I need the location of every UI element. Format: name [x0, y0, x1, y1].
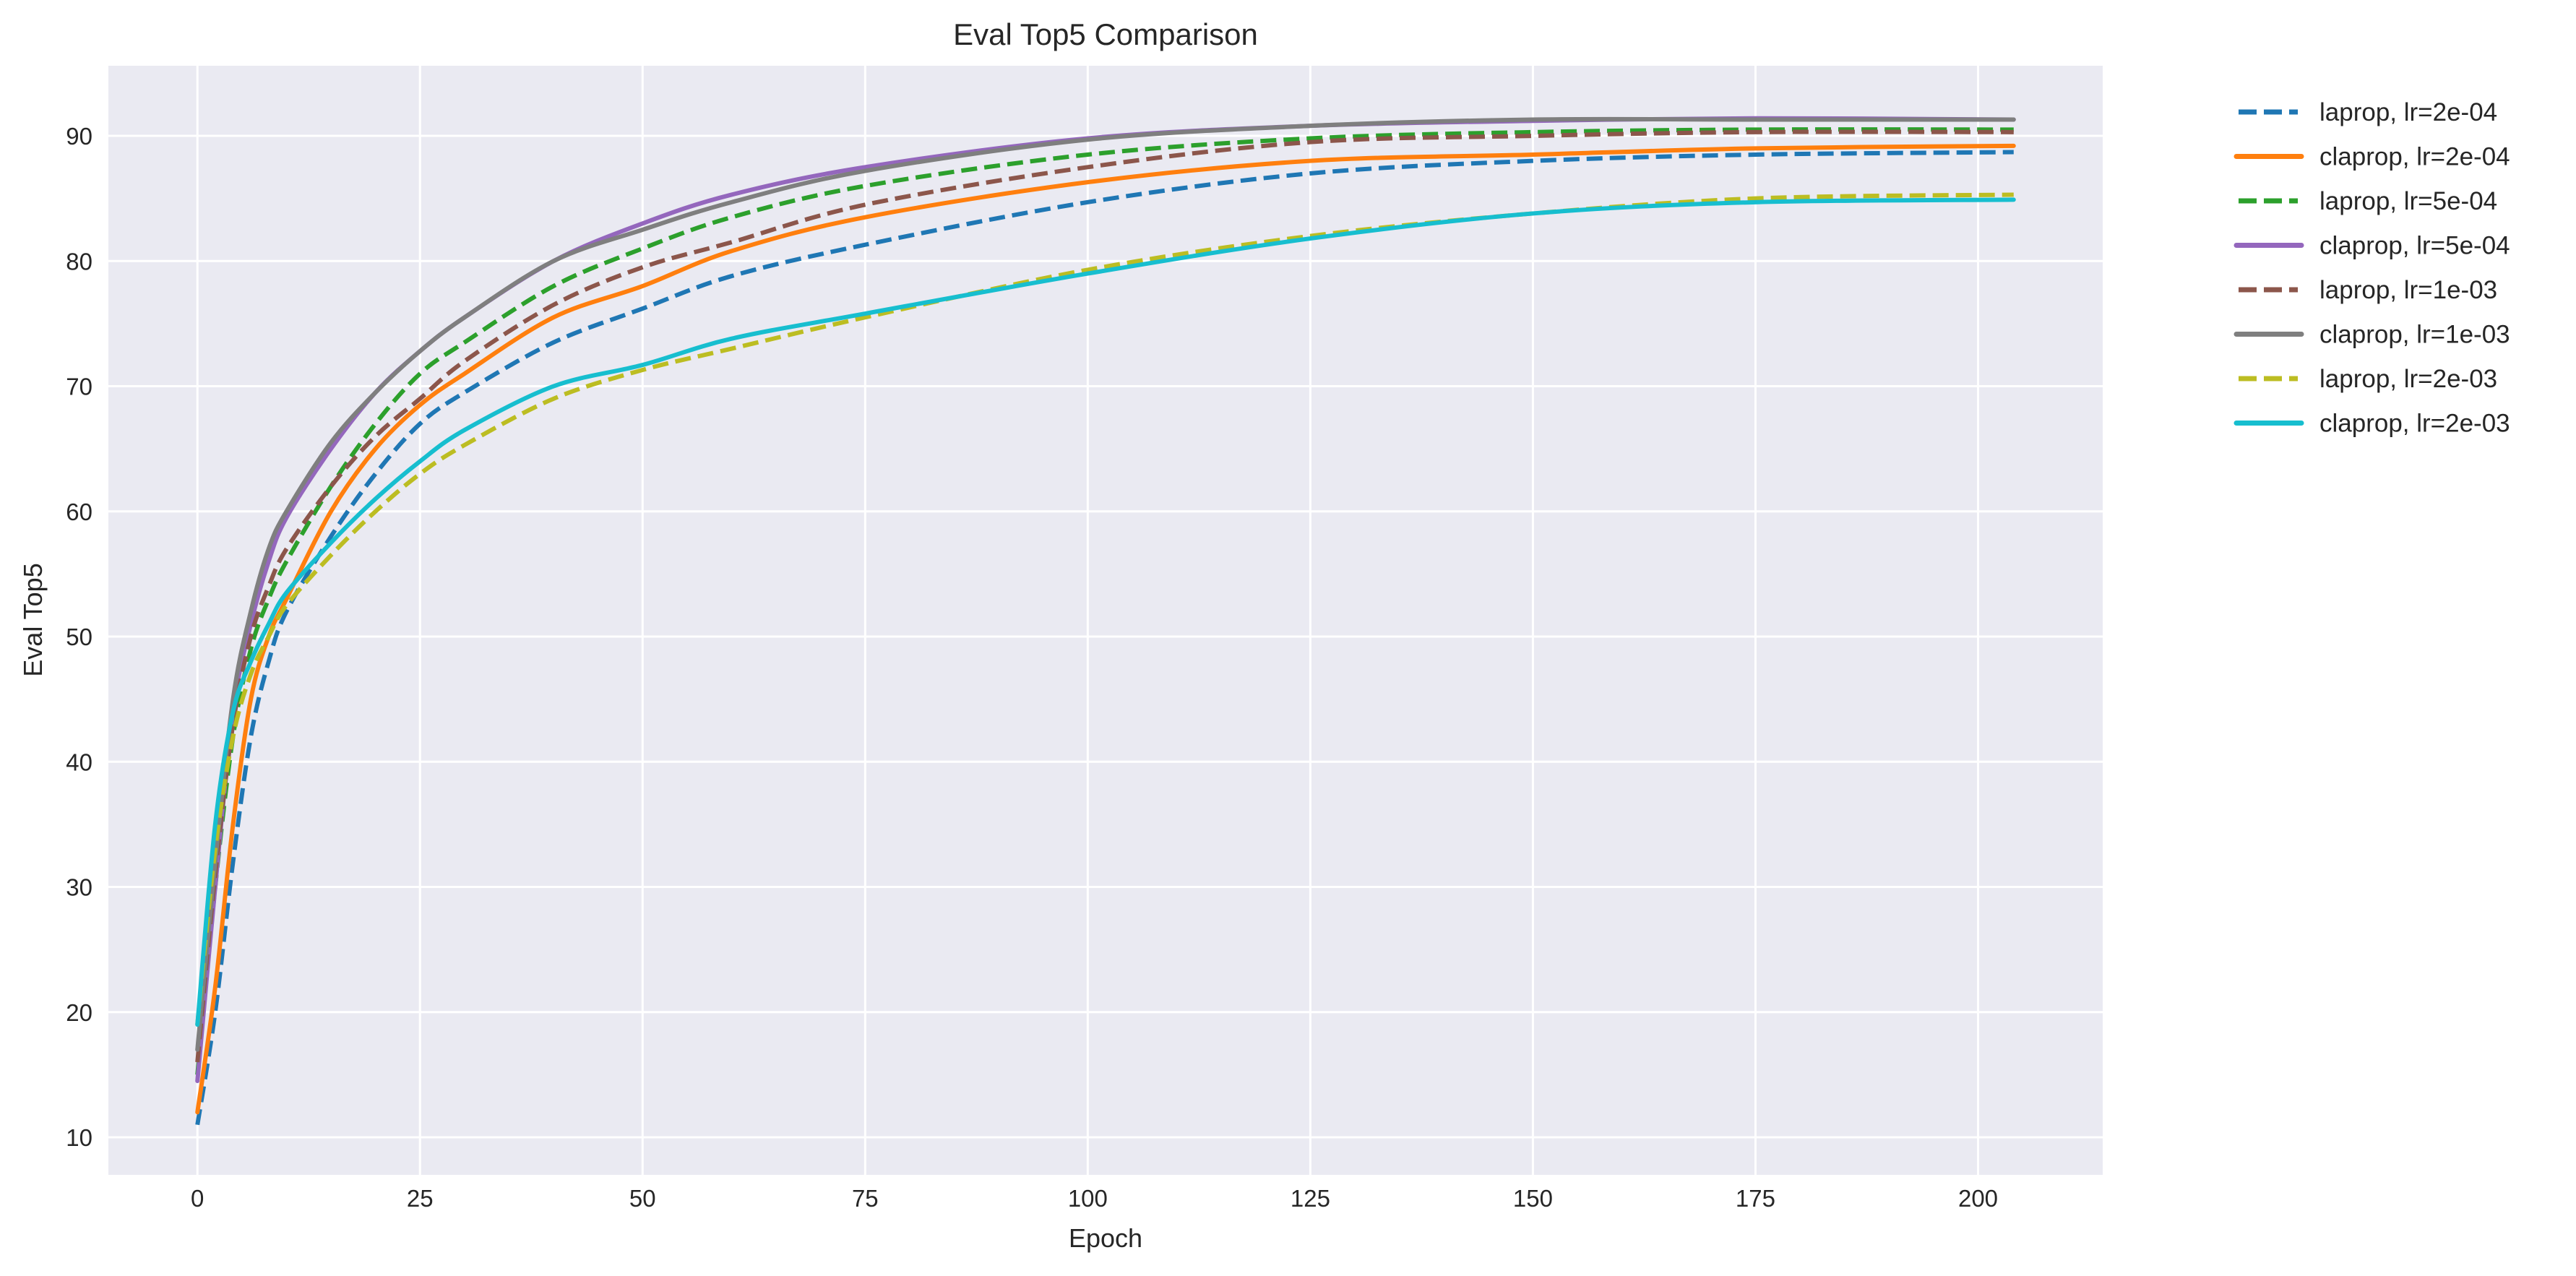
x-tick-label: 25 — [407, 1185, 434, 1212]
y-tick-label: 70 — [66, 374, 92, 400]
x-tick-label: 200 — [1958, 1185, 1998, 1212]
x-axis-label: Epoch — [1069, 1223, 1142, 1253]
legend-item: laprop, lr=2e-03 — [2239, 365, 2497, 393]
legend-item: laprop, lr=2e-04 — [2239, 98, 2497, 126]
series-lines — [195, 116, 2016, 1126]
y-tick-labels: 10 20 30 40 50 60 70 80 90 — [66, 123, 92, 1151]
plot-background — [108, 66, 2103, 1175]
x-tick-label: 0 — [191, 1185, 204, 1212]
chart-title: Eval Top5 Comparison — [953, 17, 1258, 51]
series-line-5 — [195, 129, 2014, 1063]
y-axis-label: Eval Top5 — [18, 563, 48, 676]
legend-item: laprop, lr=1e-03 — [2239, 276, 2497, 304]
series-line-2 — [195, 143, 2016, 1115]
x-tick-label: 150 — [1513, 1185, 1553, 1212]
legend: laprop, lr=2e-04 claprop, lr=2e-04 laprop,… — [2233, 98, 2510, 438]
y-tick-label: 30 — [66, 874, 92, 901]
y-tick-label: 90 — [66, 123, 92, 150]
legend-label: laprop, lr=2e-03 — [2319, 365, 2497, 393]
series-line-8 — [195, 197, 2016, 1027]
y-tick-label: 10 — [66, 1124, 92, 1151]
series-line-1 — [195, 150, 2014, 1126]
y-tick-label: 60 — [66, 499, 92, 525]
y-tick-label: 20 — [66, 999, 92, 1026]
x-tick-label: 125 — [1291, 1185, 1330, 1212]
x-tick-label: 175 — [1736, 1185, 1775, 1212]
y-tick-label: 80 — [66, 248, 92, 275]
series-line-3 — [195, 127, 2014, 1075]
x-tick-label: 75 — [852, 1185, 879, 1212]
x-tick-labels: 0 25 50 75 100 125 150 175 200 — [191, 1185, 1998, 1212]
legend-item: claprop, lr=1e-03 — [2233, 321, 2510, 349]
legend-label: claprop, lr=5e-04 — [2319, 232, 2510, 260]
series-line-6 — [195, 116, 2016, 1052]
legend-item: laprop, lr=5e-04 — [2239, 187, 2497, 215]
legend-item: claprop, lr=5e-04 — [2233, 232, 2510, 260]
x-tick-label: 50 — [629, 1185, 656, 1212]
x-tick-label: 100 — [1068, 1185, 1108, 1212]
legend-label: laprop, lr=1e-03 — [2319, 276, 2497, 304]
legend-label: laprop, lr=2e-04 — [2319, 98, 2497, 126]
legend-label: laprop, lr=5e-04 — [2319, 187, 2497, 215]
legend-label: claprop, lr=2e-04 — [2319, 143, 2510, 171]
y-tick-label: 50 — [66, 624, 92, 650]
legend-item: claprop, lr=2e-03 — [2233, 410, 2510, 438]
legend-label: claprop, lr=1e-03 — [2319, 321, 2510, 349]
y-tick-label: 40 — [66, 749, 92, 775]
legend-item: claprop, lr=2e-04 — [2233, 143, 2510, 171]
legend-label: claprop, lr=2e-03 — [2319, 410, 2510, 438]
